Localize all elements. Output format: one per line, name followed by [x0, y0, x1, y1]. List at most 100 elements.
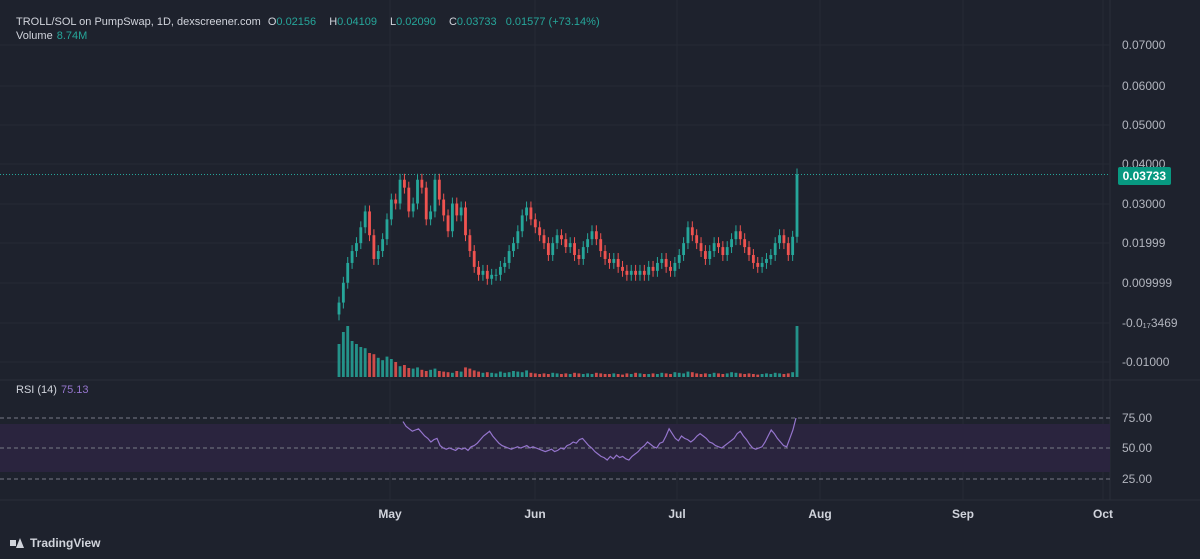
candle-body: [368, 211, 371, 236]
price-tick-label: 0.01999: [1122, 236, 1166, 250]
volume-bar: [477, 371, 480, 377]
candle-body: [673, 262, 677, 271]
candle-body: [791, 236, 795, 256]
volume-bar: [612, 373, 616, 377]
candle-body: [564, 239, 568, 248]
candle-body: [350, 251, 354, 263]
candle-body: [568, 243, 572, 248]
candle-body: [651, 266, 655, 271]
volume-bar: [616, 374, 620, 377]
candle-body: [490, 274, 494, 279]
candle-body: [455, 203, 459, 216]
rsi-tick-label: 50.00: [1122, 441, 1152, 455]
volume-bar: [446, 372, 450, 377]
volume-bar: [498, 371, 502, 377]
volume-bar: [337, 344, 341, 377]
volume-bar: [485, 372, 489, 377]
candle-body: [416, 179, 419, 204]
volume-bar: [525, 370, 528, 377]
candle-body: [420, 179, 424, 188]
volume-bar: [341, 332, 345, 377]
candle-body: [503, 262, 507, 267]
open-value: 0.02156: [276, 16, 317, 28]
candle-body: [603, 251, 607, 259]
volume-bar: [738, 373, 742, 377]
candle-body: [586, 239, 590, 248]
volume-bar: [346, 326, 350, 377]
candle-body: [424, 187, 428, 220]
volume-bar: [464, 367, 467, 377]
candle-body: [686, 227, 690, 244]
volume-bar: [586, 373, 590, 377]
volume-bar: [573, 372, 576, 377]
volume-bar: [642, 374, 646, 377]
candle-body: [403, 179, 406, 188]
volume-bar: [782, 374, 786, 377]
candle-body: [446, 215, 450, 232]
volume-bar: [420, 369, 424, 377]
brand-label: TradingView: [30, 536, 101, 550]
candle-body: [363, 211, 367, 228]
candle-body: [590, 231, 594, 240]
volume-bar: [690, 372, 694, 377]
candle-body: [442, 199, 446, 216]
volume-bar: [411, 368, 415, 377]
volume-bar: [403, 365, 406, 377]
volume-bar: [638, 373, 642, 377]
candle-body: [376, 251, 380, 259]
candle-body: [765, 258, 768, 263]
time-tick-label: Jul: [668, 507, 685, 521]
pair-title: TROLL/SOL on PumpSwap, 1D, dexscreener.c…: [16, 16, 261, 28]
candle-body: [717, 243, 720, 248]
candle-body: [389, 199, 393, 220]
candle-body: [660, 258, 664, 263]
volume-bar: [677, 372, 681, 377]
price-tick-label: 0.05000: [1122, 118, 1166, 132]
candle-body: [677, 255, 681, 263]
volume-bar: [629, 374, 633, 377]
volume-bar: [669, 374, 672, 377]
volume-bar: [590, 374, 594, 377]
volume-bar: [751, 374, 755, 377]
volume-bar: [355, 344, 358, 377]
volume-bar: [594, 372, 598, 377]
tradingview-logo[interactable]: TradingView: [10, 536, 100, 550]
volume-bar: [472, 370, 476, 377]
candle-body: [372, 235, 376, 259]
volume-bar: [581, 374, 585, 377]
candle-body: [664, 258, 668, 267]
candle-body: [625, 270, 629, 275]
price-tick-label: 0.009999: [1122, 276, 1172, 290]
price-tick-label: -0.0₁₇3469: [1122, 316, 1178, 330]
time-tick-label: Sep: [952, 507, 974, 521]
candle-body: [712, 243, 716, 252]
candle-body: [398, 179, 402, 204]
candle-body: [485, 270, 489, 279]
candle-body: [778, 235, 781, 244]
volume-bar: [712, 372, 716, 377]
candle-body: [682, 243, 686, 256]
volume-bar: [560, 374, 563, 377]
candle-body: [577, 255, 581, 259]
candle-body: [359, 227, 363, 244]
volume-bar: [568, 374, 572, 377]
candle-body: [756, 262, 760, 267]
candle-body: [450, 203, 454, 232]
candle-body: [795, 174, 799, 237]
candle-body: [669, 266, 672, 271]
candle-body: [437, 179, 441, 200]
candle-body: [472, 251, 476, 267]
volume-bar: [372, 354, 376, 377]
candle-body: [520, 215, 524, 232]
volume-value: 8.74M: [56, 30, 88, 42]
candle-body: [760, 262, 764, 267]
low-label: L: [390, 16, 397, 28]
candle-body: [560, 235, 563, 240]
volume-bar: [721, 374, 725, 377]
volume-bar: [634, 372, 638, 377]
volume-bar: [791, 372, 795, 377]
volume-bar: [385, 356, 389, 377]
candle-body: [385, 219, 389, 240]
